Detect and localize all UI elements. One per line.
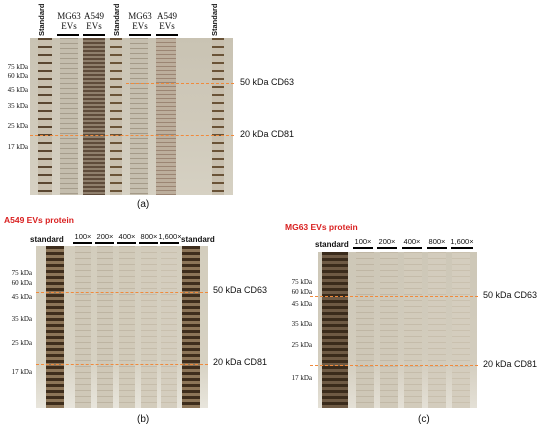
lane-header-800x: 800× xyxy=(140,232,158,241)
gel-lane xyxy=(110,38,122,195)
lane-header-200x: 200× xyxy=(96,232,114,241)
gel-lane xyxy=(182,246,200,408)
gel-lane xyxy=(119,246,135,408)
lane-header-100x: 100× xyxy=(74,232,92,241)
lane-bar xyxy=(156,34,178,36)
mw-75: 75 kDa xyxy=(7,63,28,71)
lane-header-200x: 200× xyxy=(378,237,396,246)
gel-lane xyxy=(46,246,64,408)
gel-lane xyxy=(97,246,113,408)
gel-lane xyxy=(428,252,446,408)
gel-lane xyxy=(83,38,105,195)
gel-lane xyxy=(356,252,374,408)
annotation-cd81: 20 kDa CD81 xyxy=(240,129,295,139)
gel-lane xyxy=(130,38,148,195)
lane-bar xyxy=(57,34,79,36)
lane-header-standard-3: Standard xyxy=(210,3,219,36)
mw-35: 35 kDa xyxy=(291,320,312,328)
mw-17: 17 kDa xyxy=(291,374,312,382)
lane-header-standard-2: Standard xyxy=(112,3,121,36)
lane-bar xyxy=(427,247,447,249)
lane-header-a549-1: A549 EVs xyxy=(84,11,104,31)
annotation-cd63: 50 kDa CD63 xyxy=(240,77,295,87)
caption-c: (c) xyxy=(418,414,430,425)
caption-a: (a) xyxy=(137,199,150,210)
cd81-line xyxy=(310,365,478,366)
panel-c-title: MG63 EVs protein xyxy=(285,222,358,232)
lane-header-100x: 100× xyxy=(354,237,372,246)
lane-bar xyxy=(402,247,422,249)
gel-image-c xyxy=(318,252,477,408)
lane-header-800x: 800× xyxy=(428,237,446,246)
lane-bar xyxy=(73,242,92,244)
mw-60: 60 kDa xyxy=(11,279,32,287)
lane-header-standard-1: Standard xyxy=(37,3,46,36)
lane-header-mg63-1: MG63 EVs xyxy=(57,11,81,31)
mw-75: 75 kDa xyxy=(291,278,312,286)
lane-header-standard: standard xyxy=(315,240,349,249)
lane-header-standard-left: standard xyxy=(30,235,64,244)
gel-lane xyxy=(75,246,91,408)
mw-45: 45 kDa xyxy=(7,86,28,94)
gel-lane xyxy=(404,252,422,408)
mw-60: 60 kDa xyxy=(7,72,28,80)
cd81-line xyxy=(36,364,208,365)
mw-17: 17 kDa xyxy=(11,368,32,376)
mw-75: 75 kDa xyxy=(11,269,32,277)
gel-lane xyxy=(161,246,177,408)
mw-17: 17 kDa xyxy=(7,143,28,151)
mw-25: 25 kDa xyxy=(11,339,32,347)
cd63-line xyxy=(36,292,208,293)
mw-35: 35 kDa xyxy=(11,315,32,323)
panel-b-title: A549 EVs protein xyxy=(4,215,74,225)
lane-bar xyxy=(95,242,114,244)
lane-header-mg63-2: MG63 EVs xyxy=(128,11,152,31)
lane-bar xyxy=(139,242,158,244)
gel-lane xyxy=(38,38,52,195)
gel-lane xyxy=(141,246,157,408)
gel-lane xyxy=(156,38,176,195)
lane-bar xyxy=(377,247,397,249)
gel-image-a xyxy=(30,38,233,195)
mw-45: 45 kDa xyxy=(291,300,312,308)
gel-image-b xyxy=(36,246,208,408)
mw-35: 35 kDa xyxy=(7,102,28,110)
annotation-cd63: 50 kDa CD63 xyxy=(483,290,538,300)
lane-header-standard-right: standard xyxy=(181,235,215,244)
gel-lane xyxy=(212,38,224,195)
gel-lane xyxy=(452,252,470,408)
annotation-cd81: 20 kDa CD81 xyxy=(213,357,268,367)
caption-b: (b) xyxy=(137,414,150,425)
mw-60: 60 kDa xyxy=(291,288,312,296)
cd63-line xyxy=(126,83,234,84)
lane-header-a549-2: A549 EVs xyxy=(157,11,177,31)
annotation-cd81: 20 kDa CD81 xyxy=(483,359,538,369)
lane-bar xyxy=(83,34,105,36)
lane-bar xyxy=(129,34,151,36)
lane-header-1600x: 1,600× xyxy=(450,237,474,246)
lane-header-400x: 400× xyxy=(118,232,136,241)
mw-25: 25 kDa xyxy=(291,341,312,349)
mw-45: 45 kDa xyxy=(11,293,32,301)
lane-header-1600x: 1,600× xyxy=(158,232,182,241)
lane-bar xyxy=(451,247,473,249)
lane-bar xyxy=(117,242,136,244)
lane-bar xyxy=(353,247,373,249)
lane-header-400x: 400× xyxy=(403,237,421,246)
cd63-line xyxy=(310,296,478,297)
mw-25: 25 kDa xyxy=(7,122,28,130)
annotation-cd63: 50 kDa CD63 xyxy=(213,285,268,295)
lane-bar xyxy=(160,242,179,244)
cd81-line xyxy=(30,135,234,136)
gel-lane xyxy=(322,252,348,408)
gel-lane xyxy=(60,38,78,195)
gel-lane xyxy=(380,252,398,408)
